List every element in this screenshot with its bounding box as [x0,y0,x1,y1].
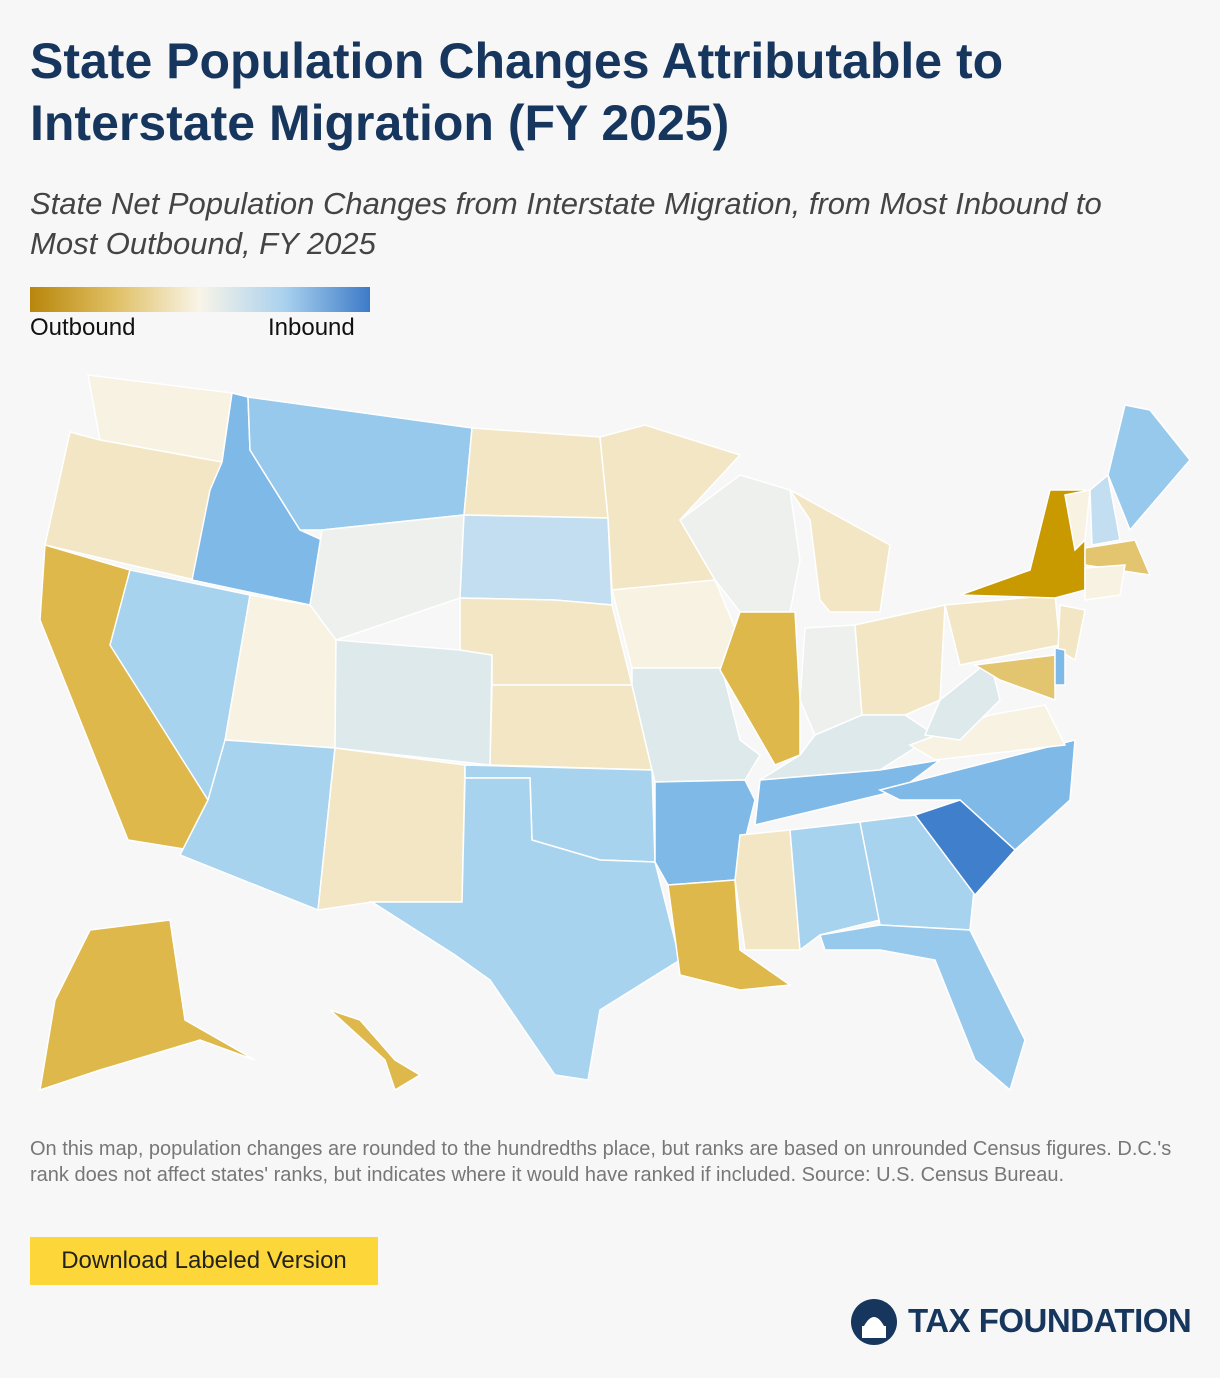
logo-icon [851,1299,897,1345]
footnote: On this map, population changes are roun… [30,1138,1172,1186]
map [39,374,1191,1092]
legend-gradient [30,287,370,312]
legend-high-label: Inbound [268,314,355,341]
download-button[interactable]: Download Labeled Version [30,1237,378,1285]
title: State Population Changes Attributable to… [30,33,1004,151]
states [39,374,1191,1092]
legend-low-label: Outbound [30,314,136,341]
logo-text: TAX FOUNDATION [908,1302,1192,1339]
subtitle: State Net Population Changes from Inters… [30,186,1102,261]
